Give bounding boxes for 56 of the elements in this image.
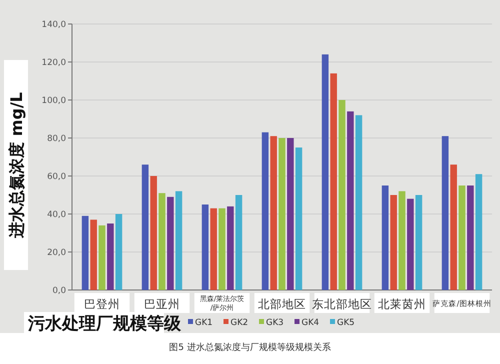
- y-tick-label: 60,0: [47, 172, 66, 182]
- bar: [338, 100, 346, 290]
- bar: [210, 208, 217, 290]
- bar: [450, 164, 457, 290]
- y-tick-label: 80,0: [47, 134, 66, 144]
- bar: [390, 195, 397, 290]
- bar: [202, 204, 209, 290]
- bar: [235, 195, 242, 290]
- bar: [407, 198, 414, 290]
- x-axis-title: 污水处理厂规模等级: [27, 314, 182, 334]
- bar: [475, 174, 482, 290]
- bar: [115, 214, 122, 290]
- bar: [442, 136, 449, 290]
- bar: [142, 164, 149, 290]
- bar: [90, 220, 97, 290]
- y-tick-label: 0,0: [52, 286, 66, 296]
- bar: [287, 138, 294, 290]
- bar: [98, 225, 106, 290]
- bar: [467, 186, 474, 290]
- x-tick-label: 北莱茵州: [378, 297, 426, 311]
- y-axis-title: 进水总氮浓度 mg/L: [7, 92, 26, 239]
- caption: 图5 进水总氮浓度与厂规模等级规模关系: [169, 342, 331, 353]
- bar: [158, 193, 166, 290]
- bar: [355, 115, 362, 290]
- bar: [227, 206, 234, 290]
- y-tick-label: 140,0: [42, 20, 66, 30]
- bar: [278, 138, 286, 290]
- legend-label: GK2: [230, 318, 248, 328]
- bar: [322, 54, 329, 290]
- x-tick-label: 北部地区: [258, 297, 306, 311]
- bar: [150, 176, 157, 290]
- y-tick-label: 40,0: [47, 210, 66, 220]
- bar: [82, 216, 89, 290]
- bar: [107, 224, 114, 290]
- y-tick-label: 120,0: [42, 58, 66, 68]
- y-tick-label: 20,0: [47, 248, 66, 258]
- bar: [330, 73, 337, 290]
- bar: [458, 186, 466, 290]
- bar: [262, 132, 269, 290]
- bar: [415, 195, 422, 290]
- bar: [218, 208, 226, 290]
- legend-label: GK3: [266, 318, 284, 328]
- bar: [167, 196, 174, 290]
- x-tick-label: 巴登州: [84, 297, 120, 311]
- bar: [347, 111, 354, 290]
- x-tick-label: 东北部地区: [312, 297, 372, 311]
- x-tick-label: 巴亚州: [144, 297, 180, 311]
- bar: [398, 191, 406, 290]
- legend-label: GK4: [302, 318, 320, 328]
- bar: [175, 191, 182, 290]
- bar: [295, 148, 302, 290]
- bar: [382, 186, 389, 290]
- bar: [270, 136, 277, 290]
- y-tick-label: 100,0: [42, 96, 66, 106]
- legend-label: GK5: [337, 318, 355, 328]
- legend-label: GK1: [195, 318, 213, 328]
